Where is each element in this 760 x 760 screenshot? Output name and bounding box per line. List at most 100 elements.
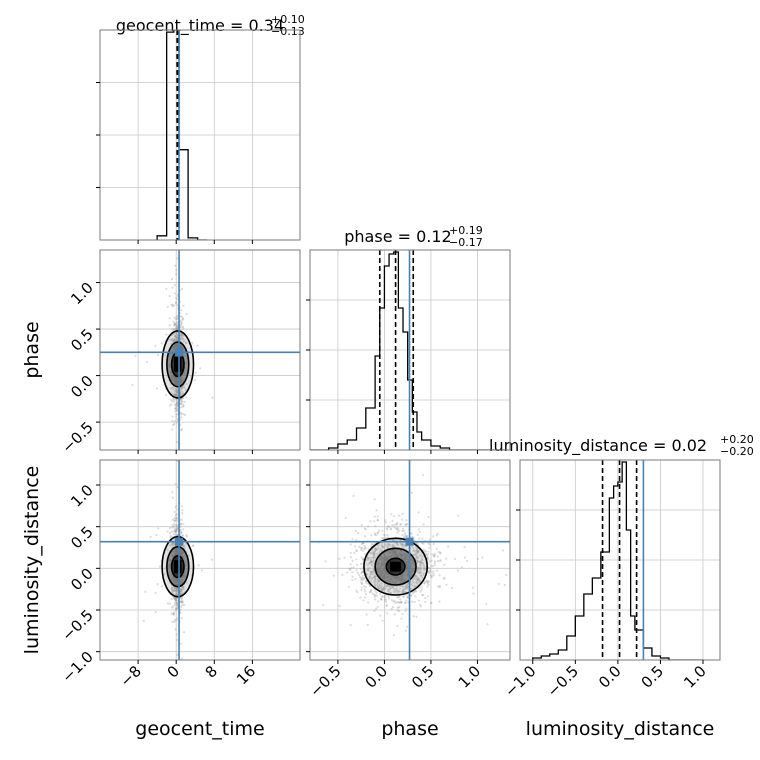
sample-point xyxy=(175,587,179,590)
sample-point xyxy=(170,303,173,307)
sample-point xyxy=(363,546,367,549)
sample-point xyxy=(210,558,214,561)
sample-point xyxy=(398,605,401,609)
sample-point xyxy=(388,525,391,528)
sample-point xyxy=(402,589,405,592)
sample-point xyxy=(175,390,178,394)
sample-point xyxy=(355,563,359,567)
sample-point xyxy=(176,409,179,412)
sample-point xyxy=(156,527,160,530)
sample-point xyxy=(185,312,188,316)
sample-point xyxy=(416,542,419,545)
sample-point xyxy=(180,616,183,620)
sample-point xyxy=(344,516,347,519)
sample-point xyxy=(356,591,359,594)
sample-point xyxy=(373,498,376,501)
sample-point xyxy=(405,599,408,602)
sample-point xyxy=(417,560,420,563)
sample-point xyxy=(410,587,413,590)
title-phase: phase = 0.12 xyxy=(344,227,451,246)
sample-point xyxy=(175,338,178,341)
sample-point xyxy=(403,536,406,539)
sample-point xyxy=(361,582,364,585)
sample-point xyxy=(369,520,372,523)
sample-point xyxy=(383,533,387,537)
sample-point xyxy=(403,586,406,589)
sample-point xyxy=(373,515,376,518)
sample-point xyxy=(169,544,172,547)
sample-point xyxy=(180,530,183,534)
sample-point xyxy=(174,415,178,418)
sample-point xyxy=(182,327,185,330)
sample-point xyxy=(180,399,183,402)
sample-point xyxy=(361,570,364,573)
sample-point xyxy=(390,599,393,602)
sample-point xyxy=(379,614,382,617)
sample-point xyxy=(376,515,379,518)
sample-point xyxy=(383,596,386,599)
sample-point xyxy=(388,589,391,592)
sample-point xyxy=(395,527,399,530)
sample-point xyxy=(380,589,383,592)
sample-point xyxy=(374,549,377,552)
sample-point xyxy=(175,394,178,397)
sample-point xyxy=(175,390,179,393)
sample-point xyxy=(170,391,173,394)
sample-point xyxy=(391,519,394,522)
sample-point xyxy=(386,589,390,593)
sample-point xyxy=(368,562,371,565)
sample-point xyxy=(172,605,175,608)
sample-point xyxy=(372,554,375,557)
sample-point xyxy=(182,528,185,531)
sample-point xyxy=(182,405,185,408)
x-tick-label-phase: −0.5 xyxy=(306,662,344,700)
sample-point xyxy=(387,544,390,548)
sample-point xyxy=(400,600,403,603)
sample-point xyxy=(182,586,185,589)
sample-point xyxy=(366,623,369,626)
sample-point xyxy=(175,601,178,604)
sample-point xyxy=(378,592,382,596)
sample-point xyxy=(397,592,400,595)
sample-point xyxy=(413,553,416,556)
sample-point xyxy=(401,512,404,515)
sample-point xyxy=(420,571,423,574)
sample-point xyxy=(179,600,182,603)
sample-point xyxy=(191,544,195,547)
sample-point xyxy=(433,562,436,565)
sample-point xyxy=(393,523,396,527)
sample-point xyxy=(428,560,431,563)
sample-point xyxy=(166,530,169,533)
sample-point xyxy=(168,544,171,547)
sample-point xyxy=(433,554,436,557)
sample-point xyxy=(354,529,358,532)
sample-point xyxy=(376,581,379,584)
sample-point xyxy=(404,523,407,526)
sample-point xyxy=(175,400,179,403)
sample-point xyxy=(172,339,175,342)
sample-point xyxy=(359,578,362,581)
sample-point xyxy=(180,657,184,660)
sample-point xyxy=(182,403,185,406)
sample-point xyxy=(415,551,418,554)
sample-point xyxy=(418,571,421,575)
x-tick-label-luminosity-distance: 0.5 xyxy=(638,662,668,692)
sample-point xyxy=(175,528,178,532)
sample-point xyxy=(361,558,365,561)
sample-point xyxy=(381,529,384,532)
title-luminosity-distance: luminosity_distance = 0.02 xyxy=(489,436,707,456)
sample-point xyxy=(400,543,403,547)
sample-point xyxy=(361,571,364,574)
sample-point xyxy=(419,590,422,593)
sample-point xyxy=(171,388,175,391)
sample-point xyxy=(382,588,385,592)
sample-point xyxy=(172,543,175,547)
sample-point xyxy=(419,574,423,577)
sample-point xyxy=(418,586,422,589)
sample-point xyxy=(176,525,179,528)
sample-point xyxy=(366,558,369,561)
sample-point xyxy=(411,579,414,582)
sample-point xyxy=(181,512,184,515)
sample-point xyxy=(443,576,446,579)
truth-marker xyxy=(175,348,184,357)
